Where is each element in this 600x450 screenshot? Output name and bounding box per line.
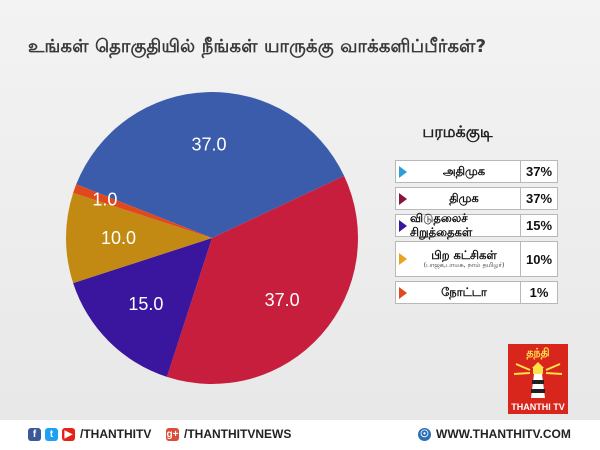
chart-title: உங்கள் தொகுதியில் நீங்கள் யாருக்கு வாக்க… — [28, 36, 487, 57]
legend-label: அதிமுக — [442, 163, 486, 178]
pie-chart: 37.0 37.0 15.0 10.0 1.0 — [65, 92, 358, 384]
globe-icon: ☉ — [418, 428, 431, 441]
constituency-name: பரமக்குடி — [422, 122, 493, 141]
pie-slice — [73, 184, 212, 238]
pie-slice — [166, 175, 358, 384]
legend-marker-icon — [399, 192, 407, 205]
facebook-icon[interactable]: f — [28, 428, 41, 441]
legend-marker-icon — [399, 253, 407, 265]
legend-label: திமுக — [449, 190, 479, 205]
footer-bar: f t ▶ /THANTHITV g+ /THANTHITVNEWS ☉ WWW… — [0, 420, 600, 450]
logo-subtitle: THANTHI TV — [511, 402, 565, 412]
legend-value: 1% — [520, 282, 557, 303]
website-link[interactable]: WWW.THANTHITV.COM — [436, 427, 571, 441]
twitter-icon[interactable]: t — [45, 428, 58, 441]
legend-label: நோட்டா — [441, 284, 487, 299]
legend-marker-icon — [399, 165, 407, 178]
legend-marker-icon — [399, 219, 407, 232]
lighthouse-icon — [513, 362, 563, 398]
legend-row-admk: அதிமுக 37% — [395, 160, 558, 183]
legend-row-nota: நோட்டா 1% — [395, 281, 558, 304]
slice-value-label: 37.0 — [265, 290, 300, 310]
legend-label: பிற கட்சிகள் (பாஜக,பாமக, நாம் தமிழர்) — [423, 247, 505, 269]
legend-marker-icon — [399, 286, 407, 299]
youtube-icon[interactable]: ▶ — [62, 428, 75, 441]
legend-value: 37% — [520, 161, 557, 182]
pie-slice — [73, 238, 212, 377]
legend-sublabel: (பாஜக,பாமக, நாம் தமிழர்) — [423, 260, 505, 269]
legend-row-dmk: திமுக 37% — [395, 187, 558, 210]
pie-slice — [65, 192, 212, 284]
thanthi-tv-logo: தந்தி THANTHI TV — [508, 344, 568, 414]
legend-value: 10% — [520, 242, 557, 276]
google-plus-handle[interactable]: /THANTHITVNEWS — [184, 427, 292, 441]
slice-value-label: 1.0 — [92, 189, 117, 209]
pie-slice — [76, 92, 345, 239]
legend-row-others: பிற கட்சிகள் (பாஜக,பாமக, நாம் தமிழர்) 10… — [395, 241, 558, 277]
legend-value: 15% — [520, 215, 557, 236]
facebook-handle[interactable]: /THANTHITV — [80, 427, 152, 441]
google-plus-icon[interactable]: g+ — [166, 428, 179, 441]
legend-value: 37% — [520, 188, 557, 209]
legend-row-vck: விடுதலைச் சிறுத்தைகள் 15% — [395, 211, 558, 239]
legend-label: விடுதலைச் சிறுத்தைகள் — [410, 211, 473, 239]
slice-value-label: 10.0 — [101, 228, 136, 248]
logo-name: தந்தி — [526, 346, 550, 359]
slice-value-label: 15.0 — [128, 294, 163, 314]
slice-value-label: 37.0 — [192, 135, 227, 155]
